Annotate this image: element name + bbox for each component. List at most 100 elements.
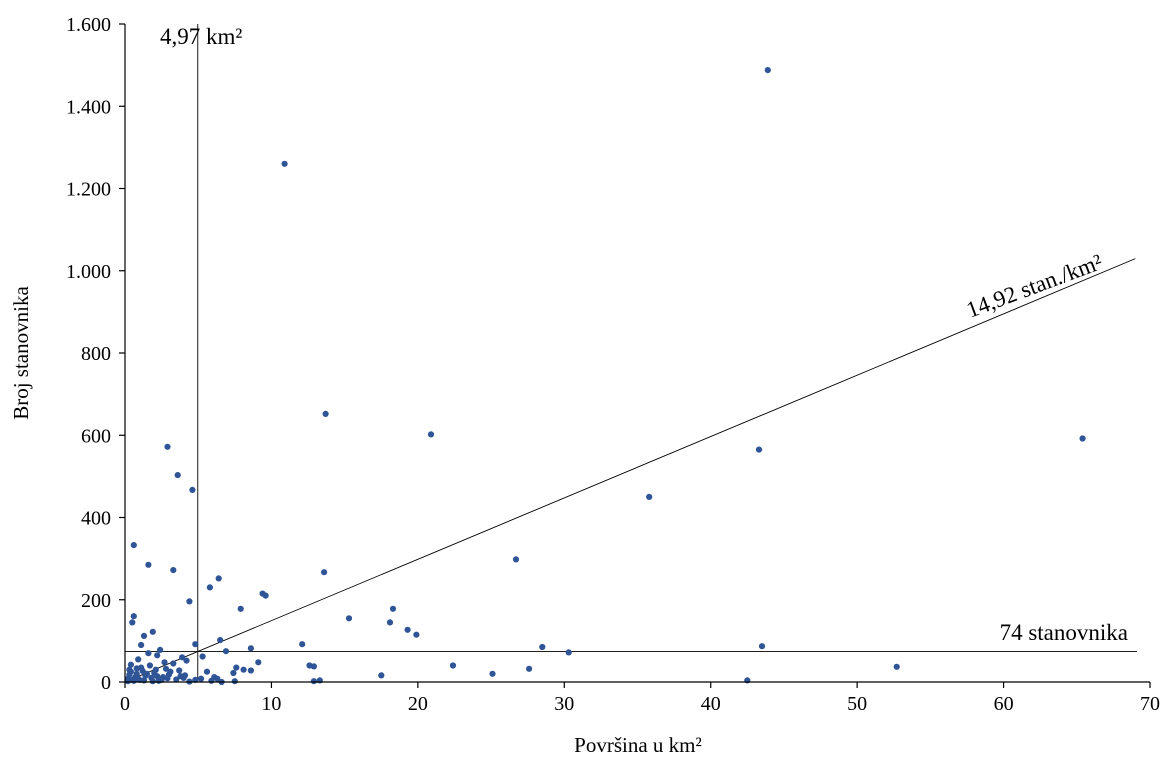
data-point — [310, 678, 317, 685]
data-point — [170, 567, 177, 574]
data-point — [217, 637, 224, 644]
diagonal-line-label: 14,92 stan./km² — [963, 249, 1106, 323]
data-point — [138, 641, 145, 649]
data-point — [186, 598, 193, 605]
data-point — [413, 631, 420, 638]
y-tick-label: 0 — [101, 672, 111, 694]
data-point — [146, 662, 153, 669]
data-point — [345, 615, 353, 622]
data-point — [157, 646, 164, 654]
tick-marks — [119, 23, 1151, 688]
data-point — [231, 678, 238, 685]
data-point — [145, 561, 152, 568]
data-point — [489, 670, 496, 677]
data-point — [138, 664, 145, 671]
y-tick-label: 1.000 — [66, 261, 111, 283]
y-tick-label: 1.600 — [66, 14, 111, 36]
x-tick-label: 60 — [994, 693, 1014, 715]
data-point — [262, 592, 269, 599]
reference-lines — [124, 24, 1137, 683]
data-point — [181, 672, 189, 679]
data-point — [449, 662, 457, 669]
data-point — [378, 672, 385, 679]
data-point — [215, 575, 222, 582]
data-point — [176, 667, 183, 674]
data-point — [255, 659, 262, 666]
data-point — [222, 648, 230, 655]
x-tick-label: 20 — [408, 693, 428, 715]
data-point — [539, 643, 546, 651]
data-point — [161, 659, 168, 666]
y-tick-label: 1.400 — [66, 96, 111, 118]
data-point — [322, 410, 329, 417]
diagonal-reference-line — [124, 258, 1136, 683]
data-point — [512, 556, 520, 563]
data-point — [764, 67, 771, 74]
data-point — [127, 661, 134, 668]
x-axis-title: Površina u km² — [574, 733, 702, 757]
data-point — [758, 643, 766, 650]
data-point — [130, 542, 137, 549]
x-tick-label: 50 — [847, 693, 867, 715]
data-point — [565, 649, 572, 656]
data-point — [164, 443, 171, 450]
y-axis-title: Broj stanovnika — [9, 286, 33, 420]
data-point — [206, 584, 213, 591]
x-tick-label: 70 — [1140, 693, 1160, 715]
data-point — [646, 493, 653, 500]
data-point — [183, 657, 190, 664]
data-point — [526, 665, 533, 672]
y-tick-label: 200 — [81, 590, 111, 612]
data-point — [893, 663, 900, 670]
data-point — [240, 666, 247, 673]
data-point — [149, 628, 156, 635]
data-point — [154, 673, 161, 680]
data-point — [247, 645, 254, 652]
data-point — [214, 675, 221, 682]
data-point — [164, 675, 171, 682]
data-point — [179, 654, 186, 661]
data-point — [135, 656, 142, 663]
data-point — [310, 663, 317, 670]
data-point — [143, 670, 151, 677]
x-tick-label: 0 — [120, 693, 130, 715]
data-point — [173, 676, 180, 683]
data-point — [149, 678, 156, 685]
data-point — [130, 613, 137, 620]
data-point — [1079, 435, 1086, 442]
data-point — [198, 675, 205, 682]
y-tick-label: 800 — [81, 343, 111, 365]
axes — [124, 24, 1150, 683]
data-point — [162, 665, 170, 672]
y-tick-label: 600 — [81, 425, 111, 447]
data-point — [154, 652, 161, 659]
data-point — [199, 653, 206, 660]
data-point — [208, 677, 215, 684]
y-tick-label: 400 — [81, 508, 111, 530]
vertical-line-label: 4,97 km² — [160, 24, 242, 49]
data-point — [386, 619, 394, 626]
data-point — [281, 160, 288, 167]
data-point — [247, 667, 254, 674]
data-point — [404, 626, 411, 633]
data-point — [140, 632, 148, 640]
data-point — [192, 641, 199, 648]
data-point — [237, 605, 244, 612]
data-point — [170, 660, 177, 667]
data-points — [124, 67, 1086, 686]
data-point — [755, 446, 763, 453]
data-point — [233, 664, 240, 671]
data-point — [299, 641, 306, 648]
tick-labels: 0 10 20 30 40 50 60 70 0 200 400 600 800 1.000 1.200 1.… — [66, 14, 1160, 715]
data-point — [133, 670, 140, 677]
data-point — [189, 486, 196, 493]
data-point — [427, 431, 435, 438]
data-point — [321, 569, 328, 576]
x-tick-label: 40 — [701, 693, 721, 715]
data-point — [389, 605, 397, 612]
y-tick-label: 1.200 — [66, 179, 111, 201]
data-point — [129, 619, 136, 626]
data-point — [174, 472, 181, 479]
horizontal-line-label: 74 stanovnika — [1000, 620, 1128, 645]
